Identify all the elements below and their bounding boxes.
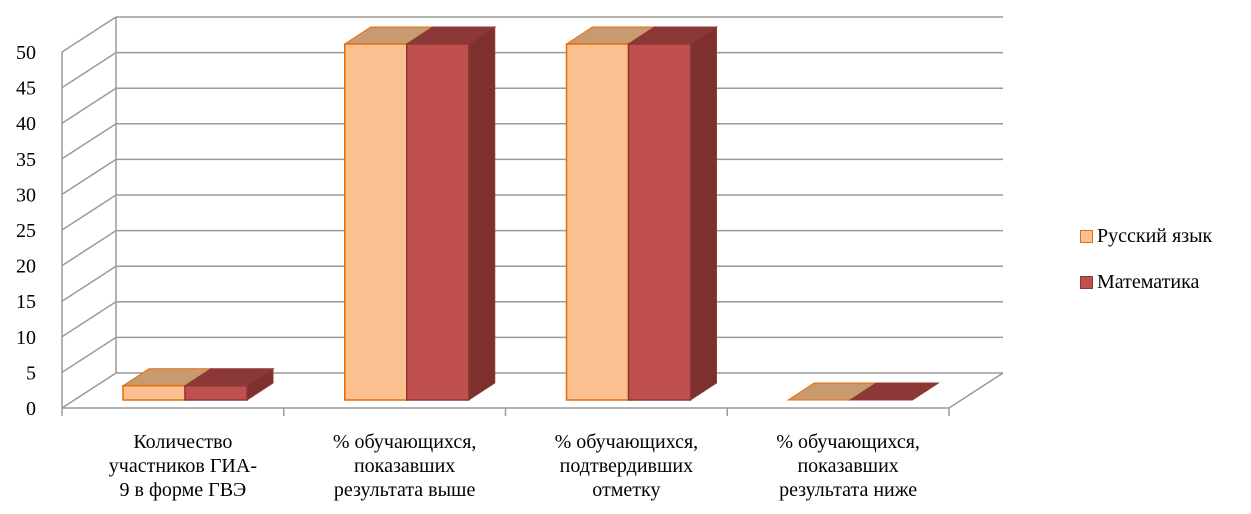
legend: Русский язык Математика <box>1080 224 1212 316</box>
legend-label-russian: Русский язык <box>1097 224 1213 247</box>
axes <box>61 17 1004 416</box>
y-tick-label: 25 <box>16 220 36 242</box>
y-tick-label: 35 <box>16 149 36 171</box>
x-category-labels: Количество участников ГИА-9 в форме ГВЭ % … <box>109 431 920 501</box>
bar-front <box>627 43 692 401</box>
y-tick-labels: 0 5 10 15 20 25 30 35 40 45 50 <box>16 42 36 420</box>
x-category-label-line: % обучающихся, <box>555 431 699 453</box>
y-tick-label: 30 <box>16 184 36 206</box>
x-category-label: % обучающихся, показавших результата ниже <box>776 431 920 501</box>
bar-front <box>184 385 248 401</box>
bar-front <box>406 43 470 401</box>
legend-item-math: Математика <box>1080 270 1212 294</box>
x-category-label-line: показавших <box>797 455 898 477</box>
legend-swatch-russian <box>1080 229 1093 243</box>
y-tick-label: 40 <box>16 113 36 135</box>
x-category-label-line: % обучающихся, <box>776 431 920 453</box>
gridline-wall <box>61 158 117 196</box>
gridline-wall <box>61 16 117 53</box>
gridline-wall <box>61 265 117 302</box>
bar-math-3 <box>848 382 940 401</box>
bar-math-2 <box>626 26 719 401</box>
legend-label-math: Математика <box>1097 270 1200 293</box>
bar-math-1 <box>405 26 497 401</box>
gridline-wall <box>61 194 117 231</box>
gridline-wall <box>61 229 117 267</box>
legend-swatch-math <box>1080 275 1093 289</box>
bar-russian-0 <box>121 367 213 401</box>
bar-top <box>848 382 940 401</box>
floor-edge <box>948 372 1004 409</box>
x-category-label-line: результата ниже <box>779 479 917 501</box>
y-tick-label: 5 <box>26 362 36 384</box>
gridline-wall <box>61 372 117 409</box>
gridline-wall <box>61 123 117 160</box>
bars <box>121 26 940 401</box>
x-category-label: % обучающихся, показавших результата выше <box>333 431 477 501</box>
gridline-wall <box>61 336 117 374</box>
x-category-label-line: подтвердивших <box>560 455 693 477</box>
bar-side <box>690 26 717 401</box>
x-category-label-line: Количество <box>133 431 232 453</box>
x-category-label-line: результата выше <box>334 479 476 501</box>
gridline-wall <box>61 51 117 89</box>
bar-math-0 <box>183 367 275 401</box>
gridline-wall <box>61 301 117 338</box>
bar-front <box>565 43 630 401</box>
bar-side <box>468 26 496 401</box>
x-category-label-line: показавших <box>354 455 455 477</box>
x-category-label-line: участников ГИА- <box>109 455 257 477</box>
y-tick-label: 0 <box>26 398 36 420</box>
y-tick-label: 50 <box>16 42 36 64</box>
y-tick-label: 10 <box>16 327 36 349</box>
x-category-label: % обучающихся, подтвердивших отметку <box>555 431 699 501</box>
gridline-wall <box>61 87 117 124</box>
x-category-label-line: отметку <box>592 479 660 501</box>
y-tick-label: 45 <box>16 78 36 100</box>
y-tick-label: 15 <box>16 291 36 313</box>
gridlines <box>61 16 1003 409</box>
legend-item-russian: Русский язык <box>1080 224 1212 248</box>
bar-front <box>344 43 408 401</box>
x-category-label-line: % обучающихся, <box>333 431 477 453</box>
bar-front <box>122 385 186 401</box>
x-category-label-line: 9 в форме ГВЭ <box>120 479 247 501</box>
y-tick-label: 20 <box>16 256 36 278</box>
x-category-label: Количество участников ГИА-9 в форме ГВЭ <box>109 431 257 501</box>
